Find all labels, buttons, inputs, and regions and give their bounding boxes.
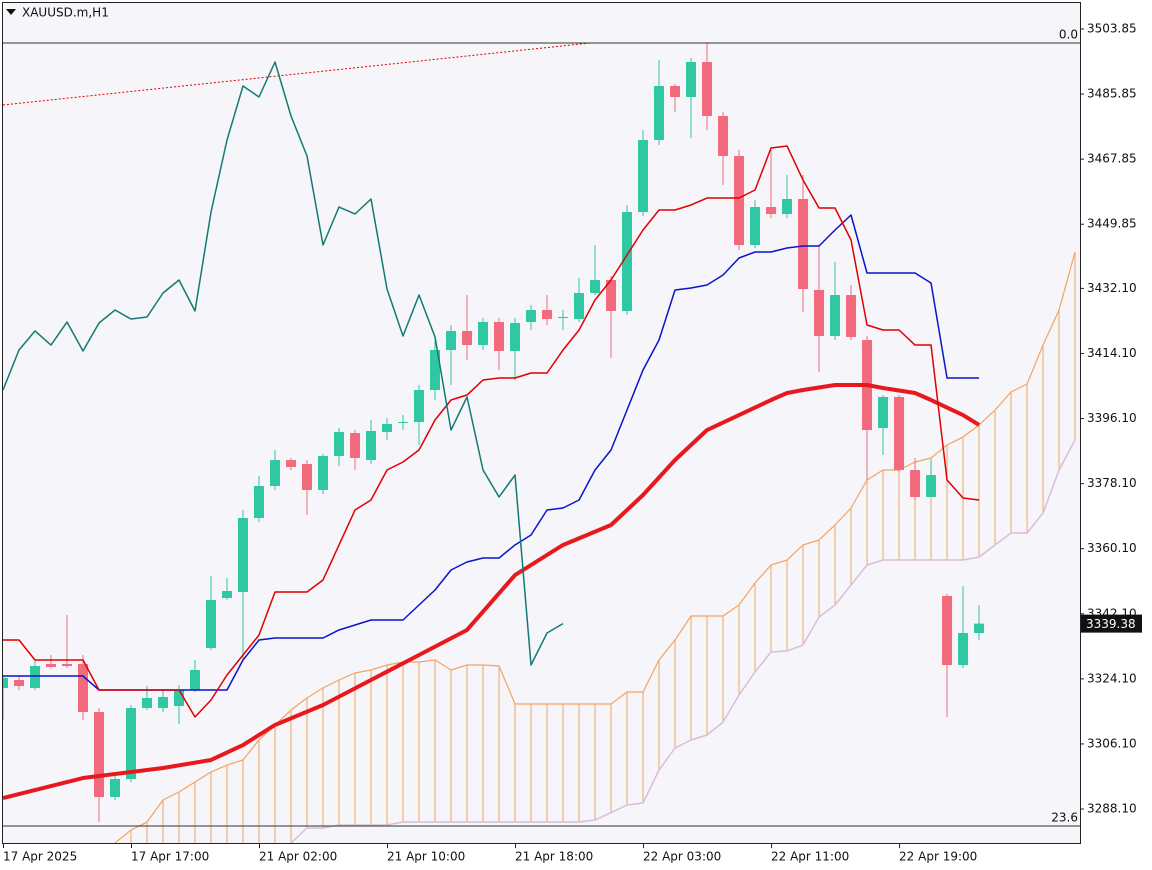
y-tick-label: 3467.85 [1087, 152, 1137, 166]
trend-line [3, 42, 591, 106]
candle-body [78, 664, 89, 713]
candle-body [302, 463, 313, 490]
candle-body [686, 62, 697, 98]
y-tick-label: 3432.10 [1087, 281, 1137, 295]
candle-body [30, 666, 41, 689]
candle-body [542, 310, 553, 320]
candle-body [766, 207, 777, 214]
candle-body [3, 677, 8, 689]
candle-body [382, 424, 393, 433]
candle-body [814, 289, 825, 337]
candle-body [334, 432, 345, 457]
y-tick-label: 3449.85 [1087, 217, 1137, 231]
candle-body [750, 207, 761, 246]
candle-body [910, 470, 921, 498]
candle-body [894, 397, 905, 471]
candle-body [926, 475, 937, 498]
candle-body [494, 322, 505, 352]
candle-body [590, 280, 601, 293]
candle-body [734, 156, 745, 246]
last-price-label: 3339.38 [1086, 617, 1136, 631]
candle-body [110, 779, 121, 798]
candle-body [446, 330, 457, 351]
candle-body [638, 139, 649, 213]
y-tick-label: 3414.10 [1087, 346, 1137, 360]
candle-body [654, 86, 665, 140]
x-tick-label: 22 Apr 11:00 [771, 850, 849, 864]
candle-body [574, 292, 585, 320]
fib-label: 23.6 [1051, 811, 1078, 825]
candle-body [798, 198, 809, 290]
cloud-span [290, 439, 1076, 843]
plot [3, 42, 1076, 843]
candle-body [318, 456, 329, 490]
x-tick-label: 17 Apr 2025 [3, 850, 77, 864]
x-tick-label: 17 Apr 17:00 [131, 850, 209, 864]
candle-body [478, 322, 489, 346]
x-tick-label: 21 Apr 18:00 [515, 850, 593, 864]
chart-title: XAUUSD.m,H1 [22, 6, 109, 20]
y-tick-label: 3503.85 [1087, 21, 1137, 35]
candle-body [558, 316, 569, 319]
candle-body [142, 698, 153, 709]
candle-body [46, 664, 57, 668]
candle-body [430, 350, 441, 390]
candle-body [622, 212, 633, 311]
candle-body [366, 430, 377, 461]
x-tick-label: 21 Apr 02:00 [259, 850, 337, 864]
y-tick-label: 3324.10 [1087, 671, 1137, 685]
candle-body [846, 295, 857, 337]
candle-body [174, 689, 185, 707]
y-tick-label: 3306.10 [1087, 736, 1137, 750]
symbol-menu-arrow[interactable] [6, 9, 16, 15]
y-tick-label: 3396.10 [1087, 411, 1137, 425]
plot-area [2, 2, 1081, 844]
candle-body [718, 116, 729, 157]
candle-body [606, 280, 617, 311]
candle-body [126, 708, 137, 780]
candle-body [94, 712, 105, 798]
candle-body [222, 591, 233, 599]
candle-body [878, 397, 889, 428]
candle-body [254, 486, 265, 519]
y-tick-label: 3378.10 [1087, 476, 1137, 490]
indicator-line [3, 61, 564, 666]
candle-body [462, 330, 473, 346]
candle-body [510, 322, 521, 352]
candle-body [206, 600, 217, 649]
candle-body [942, 595, 953, 666]
candle-body [238, 518, 249, 593]
candle-body [62, 664, 73, 667]
candle-body [270, 460, 281, 487]
candle-body [830, 295, 841, 337]
x-tick-label: 21 Apr 10:00 [387, 850, 465, 864]
candle-body [526, 310, 537, 323]
candle-body [414, 389, 425, 423]
y-tick-label: 3288.10 [1087, 802, 1137, 816]
candle-body [286, 460, 297, 467]
indicator-line [3, 145, 980, 718]
candle-body [398, 422, 409, 424]
candle-body [974, 623, 985, 634]
candle-body [350, 433, 361, 458]
y-tick-label: 3485.85 [1087, 87, 1137, 101]
candle-body [958, 633, 969, 666]
candle-body [702, 62, 713, 117]
indicator-line [3, 383, 981, 800]
fib-label: 0.0 [1059, 27, 1078, 41]
candle-body [158, 697, 169, 709]
x-tick-label: 22 Apr 19:00 [899, 850, 977, 864]
candle-body [782, 198, 793, 214]
candle-body [670, 86, 681, 98]
y-tick-label: 3360.10 [1087, 541, 1137, 555]
x-tick-label: 22 Apr 03:00 [643, 850, 721, 864]
candle-body [14, 680, 25, 687]
last-price-box [1081, 614, 1142, 633]
candle-body [190, 670, 201, 690]
